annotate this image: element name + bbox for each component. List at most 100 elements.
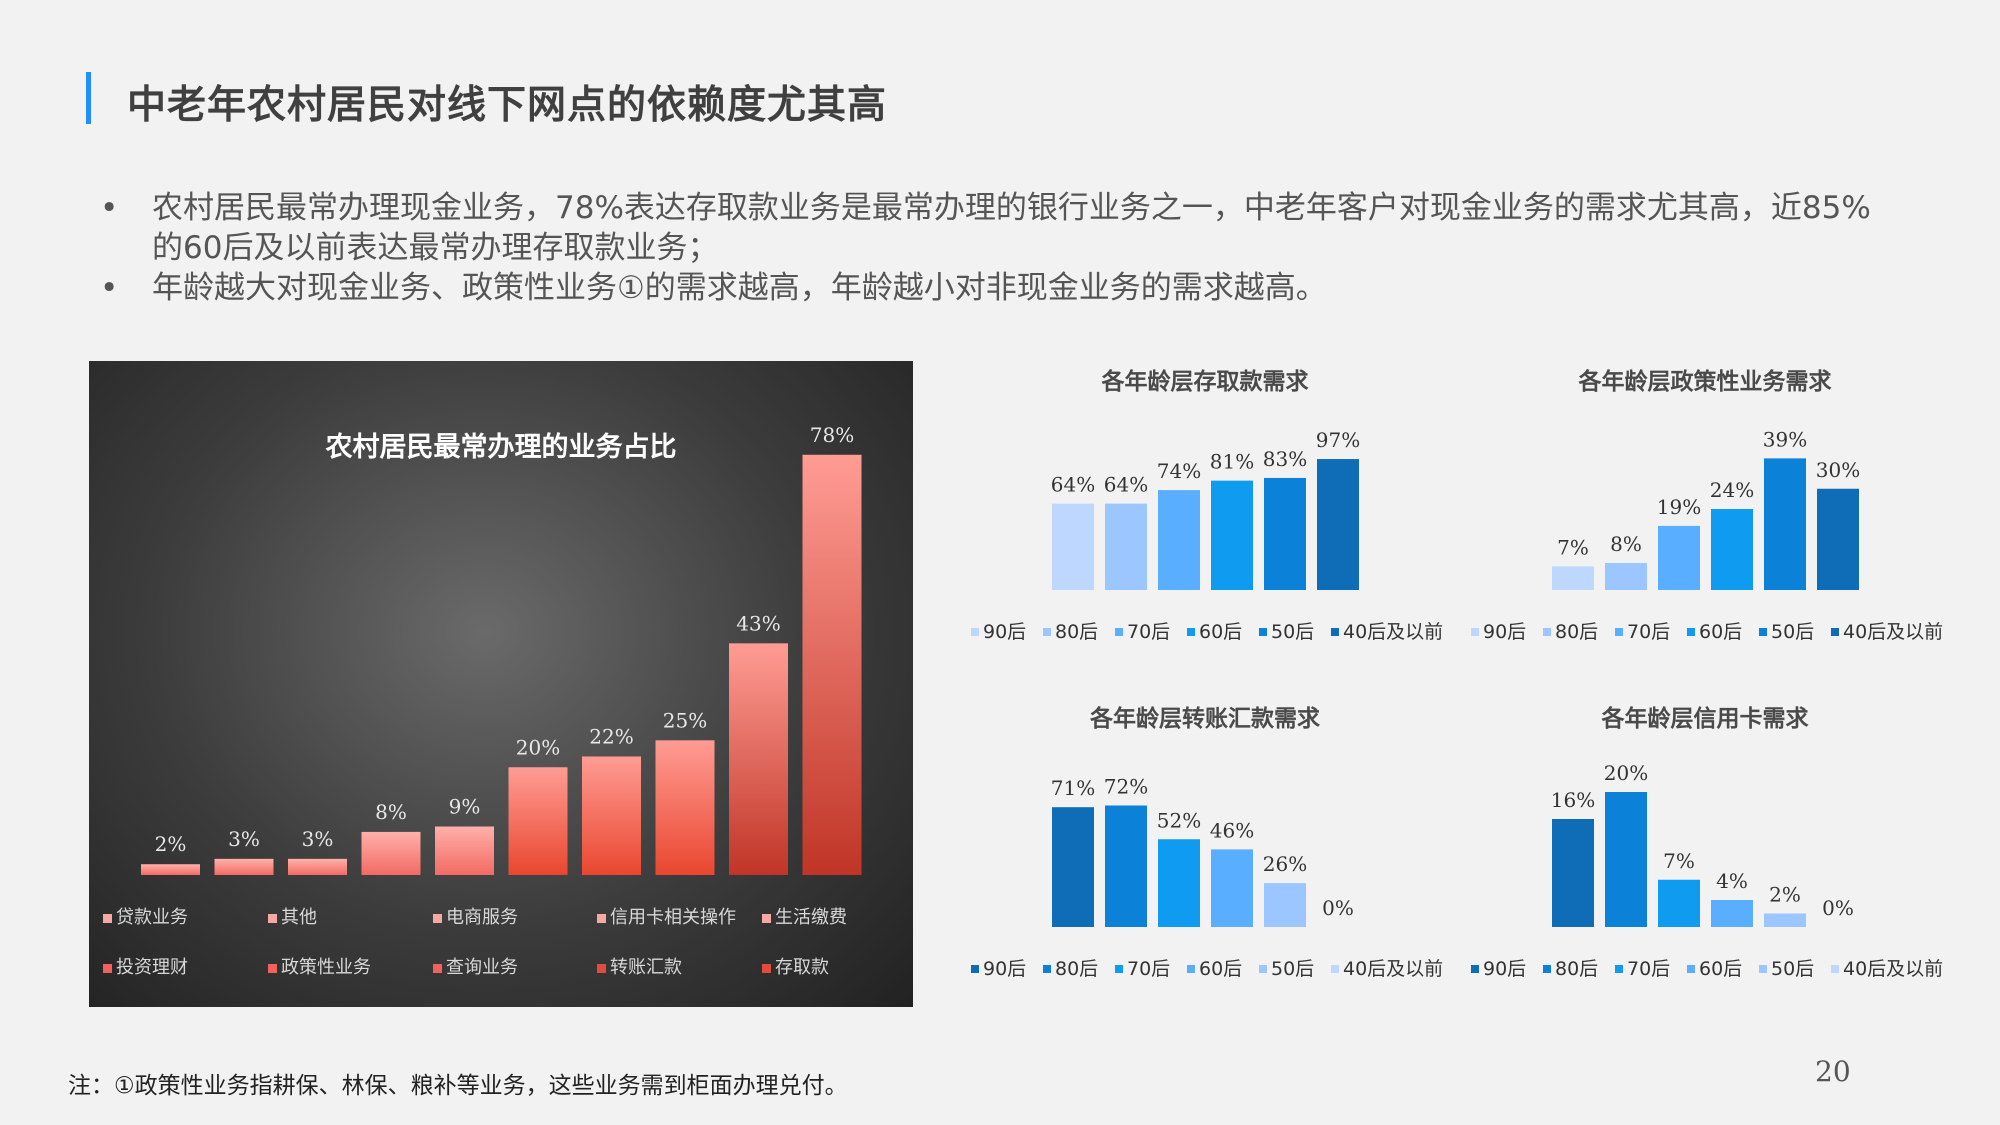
bar: [1211, 849, 1253, 927]
bar-value-label: 97%: [1316, 428, 1360, 452]
bar: [1552, 566, 1594, 590]
bar-value-label: 30%: [1816, 458, 1860, 482]
bar-value-label: 26%: [1263, 852, 1307, 876]
bar-value-label: 83%: [1263, 447, 1307, 471]
bar-value-label: 7%: [1663, 849, 1695, 873]
bar: [1605, 563, 1647, 590]
chart-creditcard-demand: 各年龄层信用卡需求 16% 20% 7% 4% 2% 0% 90后 80后 70后 60后 50后 40…: [1455, 695, 1975, 989]
legend-swatch: [1759, 965, 1767, 973]
bar-value-label: 20%: [516, 735, 560, 759]
bar-value-label: 78%: [810, 423, 854, 447]
legend-swatch: [1331, 628, 1339, 636]
legend-swatch: [103, 914, 112, 923]
legend-label: 70后: [1627, 621, 1670, 643]
legend-label: 80后: [1055, 958, 1098, 980]
bar-value-label: 20%: [1604, 761, 1648, 785]
legend-label: 90后: [983, 958, 1026, 980]
legend-label: 存取款: [775, 957, 829, 978]
legend-swatch: [1043, 965, 1051, 973]
legend-label: 查询业务: [446, 957, 518, 978]
legend-swatch: [1259, 628, 1267, 636]
legend-label: 80后: [1055, 621, 1098, 643]
legend-swatch: [597, 964, 606, 973]
legend-label: 50后: [1271, 958, 1314, 980]
legend-label: 转账汇款: [610, 957, 682, 978]
legend-label: 50后: [1271, 621, 1314, 643]
bar-value-label: 0%: [1322, 896, 1354, 920]
bar: [1105, 805, 1147, 927]
legend-swatch: [1759, 628, 1767, 636]
bar: [1764, 913, 1806, 927]
bar-value-label: 24%: [1710, 478, 1754, 502]
bar-value-label: 3%: [302, 827, 334, 851]
bar: [729, 643, 788, 875]
legend-swatch: [1831, 965, 1839, 973]
bar-value-label: 9%: [449, 795, 481, 819]
bar-value-label: 0%: [1822, 896, 1854, 920]
legend-swatch: [1615, 628, 1623, 636]
legend-label: 80后: [1555, 958, 1598, 980]
legend-label: 50后: [1771, 621, 1814, 643]
bar: [1317, 459, 1359, 590]
bar: [1764, 458, 1806, 590]
legend-swatch: [433, 964, 442, 973]
legend-label: 40后及以前: [1343, 958, 1443, 980]
bar: [1052, 807, 1094, 927]
legend-label: 70后: [1127, 621, 1170, 643]
legend-swatch: [1831, 628, 1839, 636]
bar-value-label: 7%: [1557, 535, 1589, 559]
legend-swatch: [1543, 628, 1551, 636]
bar: [1158, 839, 1200, 927]
bar: [288, 858, 347, 875]
page-title: 中老年农村居民对线下网点的依赖度尤其高: [127, 83, 888, 128]
legend-swatch: [1043, 628, 1051, 636]
bar: [1211, 480, 1253, 590]
age-bar-chart-cash: 各年龄层存取款需求 64% 64% 74% 81% 83% 97% 90后 80后 70后 60后 5…: [971, 368, 1443, 643]
age-bar-chart-transfer: 各年龄层转账汇款需求 71% 72% 52% 46% 26% 0% 90后 80后 70后 60后 5…: [971, 705, 1443, 980]
bullet-item: 农村居民最常办理现金业务，78%表达存取款业务是最常办理的银行业务之一，中老年客…: [100, 188, 1880, 268]
title-accent-bar: [86, 72, 91, 124]
bar-value-label: 3%: [228, 827, 260, 851]
bar-value-label: 43%: [736, 611, 780, 635]
bar: [214, 858, 274, 875]
bar-value-label: 2%: [1769, 883, 1801, 907]
chart-title: 各年龄层转账汇款需求: [1089, 705, 1320, 732]
legend-label: 生活缴费: [775, 907, 847, 928]
bar-value-label: 46%: [1210, 818, 1254, 842]
bar-value-label: 8%: [1610, 532, 1642, 556]
bar: [1711, 900, 1753, 927]
legend-swatch: [433, 914, 442, 923]
age-bar-chart-policy: 各年龄层政策性业务需求 7% 8% 19% 24% 39% 30% 90后 80后 70后 60后 5…: [1471, 368, 1943, 643]
bar-value-label: 4%: [1716, 869, 1748, 893]
bar-value-label: 64%: [1051, 473, 1095, 497]
legend-swatch: [971, 628, 979, 636]
bar-value-label: 39%: [1763, 427, 1807, 451]
chart-cash-demand: 各年龄层存取款需求 64% 64% 74% 81% 83% 97% 90后 80后 70后 60后 5…: [955, 358, 1475, 652]
bar-value-label: 74%: [1157, 459, 1201, 483]
legend-label: 贷款业务: [116, 907, 188, 928]
bar: [1105, 503, 1147, 590]
legend-label: 40后及以前: [1843, 621, 1943, 643]
bar-value-label: 2%: [155, 832, 187, 856]
bar: [141, 864, 200, 875]
main-chart-panel: 农村居民最常办理的业务占比 2% 3% 3% 8% 9% 20% 22% 25% 43% 78% 贷款…: [89, 361, 913, 1007]
legend-label: 60后: [1199, 621, 1242, 643]
main-bar-chart: 农村居民最常办理的业务占比 2% 3% 3% 8% 9% 20% 22% 25% 43% 78% 贷款…: [103, 423, 862, 978]
legend-label: 40后及以前: [1843, 958, 1943, 980]
legend-label: 政策性业务: [281, 957, 371, 978]
bar-value-label: 25%: [663, 708, 707, 732]
legend-swatch: [762, 964, 771, 973]
page-number: 20: [1815, 1055, 1851, 1088]
bar-value-label: 71%: [1051, 776, 1095, 800]
bar: [1605, 792, 1647, 927]
legend-swatch: [1259, 965, 1267, 973]
legend-label: 电商服务: [446, 907, 518, 928]
legend-swatch: [1543, 965, 1551, 973]
legend-swatch: [1331, 965, 1339, 973]
legend-label: 60后: [1699, 958, 1742, 980]
bullet-item: 年龄越大对现金业务、政策性业务①的需求越高，年龄越小对非现金业务的需求越高。: [100, 268, 1880, 308]
bar: [361, 831, 421, 875]
bar: [1264, 477, 1306, 590]
bar: [508, 767, 568, 875]
legend-label: 信用卡相关操作: [610, 907, 736, 928]
